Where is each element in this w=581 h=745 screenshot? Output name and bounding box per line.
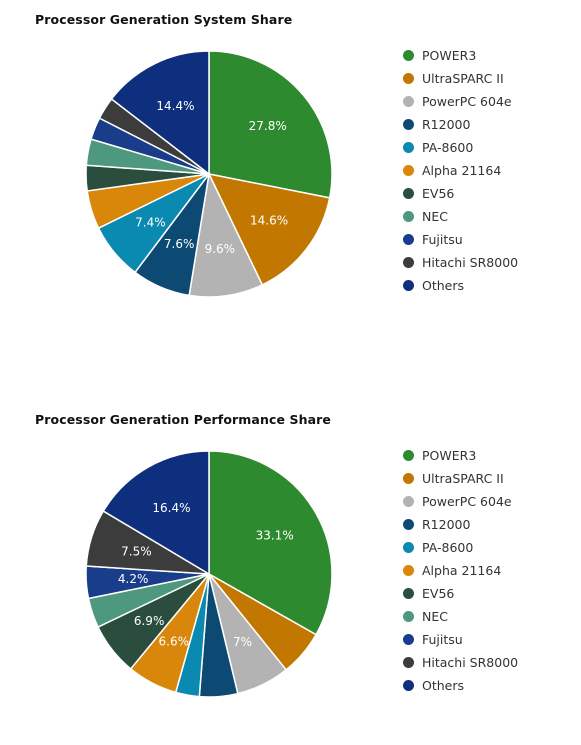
legend-item-powerpc-604e: PowerPC 604e [403, 90, 518, 113]
legend-item-r12000: R12000 [403, 113, 518, 136]
pie-slice-power3 [208, 50, 333, 199]
legend-item-alpha-21164: Alpha 21164 [403, 559, 518, 582]
legend-item-nec: NEC [403, 605, 518, 628]
slice-label-power3: 33.1% [256, 529, 294, 543]
pie-slice-others [102, 450, 210, 576]
legend-label: Others [422, 278, 465, 293]
chart-legend: POWER3 UltraSPARC II PowerPC 604e R12000 PA-… [403, 444, 518, 697]
legend-item-hitachi-sr8000: Hitachi SR8000 [403, 651, 518, 674]
legend-swatch-icon [403, 50, 414, 61]
slice-label-others: 14.4% [156, 99, 194, 113]
pie-chart-svg: 27.8% 14.6% 9.6% 7.6% 7.4% 14.4% [85, 50, 333, 298]
legend-item-hitachi-sr8000: Hitachi SR8000 [403, 251, 518, 274]
legend-item-fujitsu: Fujitsu [403, 228, 518, 251]
legend-item-others: Others [403, 274, 518, 297]
legend-label: Hitachi SR8000 [422, 655, 519, 670]
legend-item-ev56: EV56 [403, 182, 518, 205]
slice-label-power3: 27.8% [249, 119, 287, 133]
legend-label: PowerPC 604e [422, 94, 512, 109]
legend-swatch-icon [403, 634, 414, 645]
slice-label-pa-8600: 7.4% [135, 215, 166, 229]
legend-item-pa-8600: PA-8600 [403, 136, 518, 159]
pie-slice-power3 [208, 450, 333, 636]
legend-swatch-icon [403, 496, 414, 507]
legend-item-ev56: EV56 [403, 582, 518, 605]
legend-label: Alpha 21164 [422, 563, 502, 578]
legend-item-powerpc-604e: PowerPC 604e [403, 490, 518, 513]
legend-label: UltraSPARC II [422, 471, 504, 486]
legend-label: PA-8600 [422, 140, 474, 155]
system-share-chart: Processor Generation System Share 27.8% 1… [0, 0, 581, 345]
legend-swatch-icon [403, 280, 414, 291]
legend-label: Others [422, 678, 465, 693]
legend-item-ultrasparc-ii: UltraSPARC II [403, 467, 518, 490]
slice-label-ultrasparc-ii: 14.6% [250, 214, 288, 228]
slice-label-others: 16.4% [152, 501, 190, 515]
slice-label-alpha-21164: 6.6% [159, 634, 190, 648]
slice-label-ev56: 6.9% [134, 614, 165, 628]
chart-legend: POWER3 UltraSPARC II PowerPC 604e R12000 PA-… [403, 44, 518, 297]
slice-label-fujitsu: 4.2% [118, 572, 149, 586]
legend-swatch-icon [403, 588, 414, 599]
legend-label: R12000 [422, 117, 471, 132]
legend-label: NEC [422, 209, 448, 224]
pie-slice-powerpc-604e [188, 171, 264, 298]
legend-label: NEC [422, 609, 448, 624]
legend-swatch-icon [403, 257, 414, 268]
slice-label-powerpc-604e: 9.6% [205, 242, 236, 256]
legend-label: PA-8600 [422, 540, 474, 555]
legend-swatch-icon [403, 165, 414, 176]
legend-label: Alpha 21164 [422, 163, 502, 178]
legend-swatch-icon [403, 611, 414, 622]
legend-swatch-icon [403, 188, 414, 199]
legend-item-others: Others [403, 674, 518, 697]
legend-item-power3: POWER3 [403, 444, 518, 467]
legend-swatch-icon [403, 96, 414, 107]
slice-label-powerpc-604e: 7% [233, 635, 252, 649]
legend-label: R12000 [422, 517, 471, 532]
slice-label-r12000: 7.6% [164, 237, 195, 251]
legend-item-r12000: R12000 [403, 513, 518, 536]
pie-chart-svg: 33.1% 7% 6.6% 6.9% 4.2% 7.5% 16.4% [85, 450, 333, 698]
legend-swatch-icon [403, 473, 414, 484]
legend-label: EV56 [422, 586, 455, 601]
legend-label: POWER3 [422, 448, 477, 463]
legend-label: POWER3 [422, 48, 477, 63]
legend-label: PowerPC 604e [422, 494, 512, 509]
legend-swatch-icon [403, 657, 414, 668]
legend-item-power3: POWER3 [403, 44, 518, 67]
legend-swatch-icon [403, 542, 414, 553]
legend-swatch-icon [403, 234, 414, 245]
legend-swatch-icon [403, 119, 414, 130]
pie-slice-ultrasparc-ii [207, 172, 331, 286]
legend-item-fujitsu: Fujitsu [403, 628, 518, 651]
legend-label: EV56 [422, 186, 455, 201]
legend-swatch-icon [403, 142, 414, 153]
legend-label: UltraSPARC II [422, 71, 504, 86]
performance-share-chart: Processor Generation Performance Share 3… [0, 400, 581, 745]
chart-title: Processor Generation System Share [35, 12, 293, 27]
legend-label: Fujitsu [422, 632, 463, 647]
legend-label: Hitachi SR8000 [422, 255, 519, 270]
legend-item-alpha-21164: Alpha 21164 [403, 159, 518, 182]
legend-swatch-icon [403, 680, 414, 691]
chart-title: Processor Generation Performance Share [35, 412, 331, 427]
legend-swatch-icon [403, 519, 414, 530]
legend-label: Fujitsu [422, 232, 463, 247]
legend-swatch-icon [403, 73, 414, 84]
legend-item-nec: NEC [403, 205, 518, 228]
legend-swatch-icon [403, 211, 414, 222]
legend-swatch-icon [403, 565, 414, 576]
legend-item-ultrasparc-ii: UltraSPARC II [403, 67, 518, 90]
legend-swatch-icon [403, 450, 414, 461]
legend-item-pa-8600: PA-8600 [403, 536, 518, 559]
pie-slice-others [110, 50, 210, 176]
slice-label-hitachi-sr8000: 7.5% [121, 544, 152, 558]
